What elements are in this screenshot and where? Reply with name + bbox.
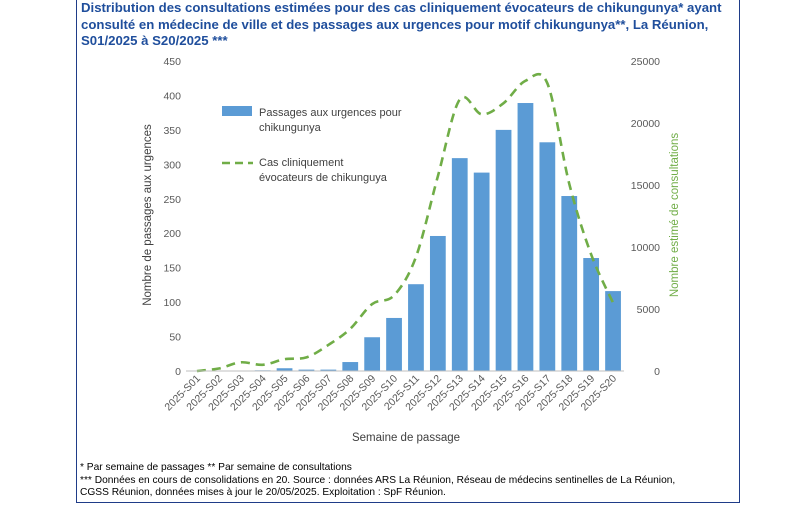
y-tick-label: 250 — [163, 194, 181, 206]
y-axis-title: Nombre de passages aux urgences — [142, 124, 154, 306]
legend-label-bars: Passages aux urgences pour — [259, 107, 402, 119]
bar — [517, 103, 534, 372]
chart: 0 50 100 150 200 250 300 350 400 450 0 5000 10000 15… — [142, 56, 681, 444]
legend: Passages aux urgences pour chikungunya Cas… — [222, 106, 402, 184]
y-tick-label: 150 — [163, 263, 181, 275]
bar — [583, 258, 600, 371]
y2-tick-label: 10000 — [631, 242, 660, 254]
chart-title: Distribution des consultations estimées … — [81, 0, 722, 48]
x-axis: 2025-S012025-S022025-S032025-S042025-S05… — [162, 370, 624, 413]
y-axis-right: 0 5000 10000 15000 20000 25000 — [631, 56, 660, 378]
x-axis-title: Semaine de passage — [352, 432, 460, 444]
bar — [473, 172, 490, 371]
y2-tick-label: 20000 — [631, 118, 660, 130]
bar — [342, 362, 359, 371]
y-axis-left: 0 50 100 150 200 250 300 350 400 450 — [163, 56, 181, 378]
y-tick-label: 350 — [163, 125, 181, 137]
bar — [451, 158, 468, 371]
y2-tick-label: 0 — [654, 366, 660, 378]
y-tick-label: 100 — [163, 297, 181, 309]
bar — [298, 369, 315, 371]
bar — [320, 369, 337, 371]
bar — [408, 284, 424, 371]
legend-label-bars: chikungunya — [259, 122, 322, 134]
y-tick-label: 450 — [163, 56, 181, 68]
legend-label-line: Cas cliniquement — [259, 157, 343, 169]
y-tick-label: 400 — [163, 90, 181, 102]
bar — [605, 291, 621, 371]
bar — [561, 196, 578, 371]
bar-series — [254, 103, 621, 372]
bar — [386, 317, 402, 371]
bar — [276, 368, 293, 371]
y-tick-label: 200 — [163, 228, 181, 240]
legend-swatch-bars — [222, 106, 252, 116]
line-series — [196, 72, 615, 373]
bar — [429, 235, 446, 371]
figure-frame — [76, 0, 740, 503]
y-tick-label: 300 — [163, 159, 181, 171]
bar — [495, 129, 512, 371]
bar — [539, 142, 556, 371]
footnote-line: CGSS Réunion, données mises à jour le 20… — [80, 487, 446, 499]
y2-tick-label: 5000 — [637, 304, 661, 316]
y-tick-label: 50 — [169, 332, 181, 344]
footnote-line: *** Données en cours de consolidations e… — [80, 474, 676, 486]
footnote-line: * Par semaine de passages ** Par semaine… — [80, 462, 352, 473]
footnotes: * Par semaine de passages ** Par semaine… — [80, 462, 735, 500]
y2-axis-title: Nombre estimé de consultations — [669, 133, 681, 298]
bar — [364, 337, 381, 371]
legend-label-line: évocateurs de chikunguya — [259, 172, 388, 184]
consultations-line — [196, 72, 615, 373]
y2-tick-label: 25000 — [631, 56, 660, 68]
y-tick-label: 0 — [175, 366, 181, 378]
y2-tick-label: 15000 — [631, 180, 660, 192]
